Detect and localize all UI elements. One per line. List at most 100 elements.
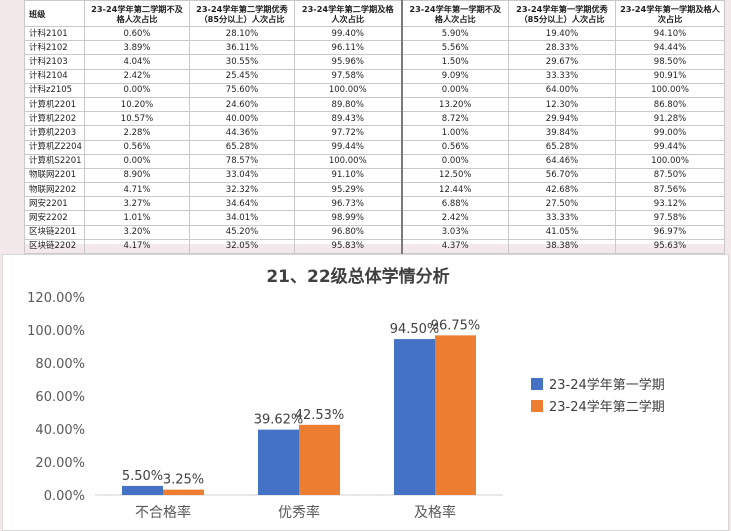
percent-cell: 2.42% <box>401 210 509 226</box>
bar-term1 <box>122 485 163 495</box>
class-name-cell: 计算机S2201 <box>24 153 85 169</box>
percent-cell: 97.58% <box>294 68 403 84</box>
percent-cell: 96.97% <box>615 224 725 240</box>
percent-cell: 99.44% <box>615 139 725 155</box>
class-name-cell: 计算机Z2204 <box>24 139 85 155</box>
y-tick-label: 60.00% <box>35 390 85 405</box>
percent-cell: 98.99% <box>294 210 403 226</box>
x-tick-label: 不合格率 <box>135 504 191 521</box>
class-name-cell: 物联网2202 <box>24 182 85 198</box>
table-row: 计科2101 0.60% 28.10% 99.40% 5.90% 19.40% 94.10% <box>24 25 725 42</box>
percent-cell: 65.28% <box>189 139 295 155</box>
percent-cell: 32.32% <box>189 182 295 198</box>
percent-cell: 64.46% <box>508 153 616 169</box>
column-header: 23-24学年第二学期不及格人次占比 <box>84 0 190 27</box>
legend-entry: 23-24学年第一学期 <box>549 377 665 393</box>
percent-cell: 13.20% <box>401 96 509 113</box>
class-stats-table: 班级 23-24学年第二学期不及格人次占比 23-24学年第二学期优秀（85分以上）… <box>24 0 725 270</box>
percent-cell: 42.68% <box>508 182 616 198</box>
percent-cell: 95.96% <box>294 54 403 70</box>
class-name-cell: 计科2103 <box>24 54 85 70</box>
percent-cell: 0.00% <box>84 82 190 98</box>
percent-cell: 29.94% <box>508 111 616 127</box>
column-header: 23-24学年第一学期及格人次占比 <box>615 0 725 27</box>
column-header: 班级 <box>24 0 85 27</box>
class-name-cell: 计科2102 <box>24 40 85 56</box>
percent-cell: 6.88% <box>401 196 509 212</box>
percent-cell: 8.90% <box>84 167 190 184</box>
percent-cell: 28.33% <box>508 40 616 56</box>
y-tick-label: 120.00% <box>27 291 85 306</box>
percent-cell: 99.40% <box>294 25 403 42</box>
percent-cell: 95.29% <box>294 182 403 198</box>
bar-term2 <box>435 335 476 495</box>
percent-cell: 1.00% <box>401 125 509 141</box>
table-row: 物联网2201 8.90% 33.04% 91.10% 12.50% 56.70% 87.5… <box>24 167 725 184</box>
percent-cell: 5.56% <box>401 40 509 56</box>
percent-cell: 0.56% <box>84 139 190 155</box>
percent-cell: 97.58% <box>615 210 725 226</box>
percent-cell: 87.50% <box>615 167 725 184</box>
percent-cell: 28.10% <box>189 25 295 42</box>
percent-cell: 5.90% <box>401 25 509 42</box>
percent-cell: 4.71% <box>84 182 190 198</box>
percent-cell: 1.50% <box>401 54 509 70</box>
percent-cell: 33.04% <box>189 167 295 184</box>
percent-cell: 12.44% <box>401 182 509 198</box>
percent-cell: 100.00% <box>615 153 725 169</box>
percent-cell: 96.73% <box>294 196 403 212</box>
percent-cell: 98.50% <box>615 54 725 70</box>
class-name-cell: 区块链2202 <box>24 238 85 255</box>
class-name-cell: 计算机2201 <box>24 96 85 113</box>
percent-cell: 27.50% <box>508 196 616 212</box>
class-name-cell: 区块链2201 <box>24 224 85 240</box>
class-name-cell: 计算机2202 <box>24 111 85 127</box>
y-tick-label: 100.00% <box>27 324 85 339</box>
percent-cell: 100.00% <box>294 153 403 169</box>
percent-cell: 41.05% <box>508 224 616 240</box>
table-row: 计算机2203 2.28% 44.36% 97.72% 1.00% 39.84% 99.00… <box>24 125 725 141</box>
percent-cell: 9.09% <box>401 68 509 84</box>
column-header: 23-24学年第一学期优秀（85分以上）人次占比 <box>508 0 616 27</box>
percent-cell: 30.55% <box>189 54 295 70</box>
table-row: 计科2102 3.89% 36.11% 96.11% 5.56% 28.33% 94.44% <box>24 40 725 56</box>
percent-cell: 32.05% <box>189 238 295 255</box>
column-header: 23-24学年第二学期优秀（85分以上）人次占比 <box>189 0 295 27</box>
percent-cell: 87.56% <box>615 182 725 198</box>
percent-cell: 19.40% <box>508 25 616 42</box>
percent-cell: 91.28% <box>615 111 725 127</box>
bar-term2 <box>299 424 340 495</box>
class-name-cell: 网安2202 <box>24 210 85 226</box>
table-row: 计算机Z2204 0.56% 65.28% 99.44% 0.56% 65.28% 99.4… <box>24 139 725 155</box>
data-label: 39.62% <box>254 413 304 428</box>
table-row: 计科2103 4.04% 30.55% 95.96% 1.50% 29.67% 98.50% <box>24 54 725 70</box>
percent-cell: 3.27% <box>84 196 190 212</box>
class-name-cell: 网安2201 <box>24 196 85 212</box>
percent-cell: 34.64% <box>189 196 295 212</box>
table-header-row: 班级 23-24学年第二学期不及格人次占比 23-24学年第二学期优秀（85分以上）… <box>24 0 725 27</box>
table-row: 计算机S2201 0.00% 78.57% 100.00% 0.00% 64.46% 100… <box>24 153 725 169</box>
percent-cell: 29.67% <box>508 54 616 70</box>
percent-cell: 2.42% <box>84 68 190 84</box>
percent-cell: 93.12% <box>615 196 725 212</box>
table-row: 计算机2202 10.57% 40.00% 89.43% 8.72% 29.94% 91.2… <box>24 111 725 127</box>
percent-cell: 36.11% <box>189 40 295 56</box>
percent-cell: 89.80% <box>294 96 403 113</box>
bar-term1 <box>258 429 299 495</box>
percent-cell: 0.00% <box>84 153 190 169</box>
legend-swatch <box>531 400 543 412</box>
percent-cell: 89.43% <box>294 111 403 127</box>
class-name-cell: 计算机2203 <box>24 125 85 141</box>
class-name-cell: 计科2101 <box>24 25 85 42</box>
percent-cell: 45.20% <box>189 224 295 240</box>
percent-cell: 0.00% <box>401 153 509 169</box>
percent-cell: 25.45% <box>189 68 295 84</box>
percent-cell: 34.01% <box>189 210 295 226</box>
class-name-cell: 计科z2105 <box>24 82 85 98</box>
percent-cell: 96.80% <box>294 224 403 240</box>
y-tick-label: 80.00% <box>35 357 85 372</box>
bar-term1 <box>394 339 435 495</box>
percent-cell: 86.80% <box>615 96 725 113</box>
percent-cell: 12.30% <box>508 96 616 113</box>
percent-cell: 38.38% <box>508 238 616 255</box>
